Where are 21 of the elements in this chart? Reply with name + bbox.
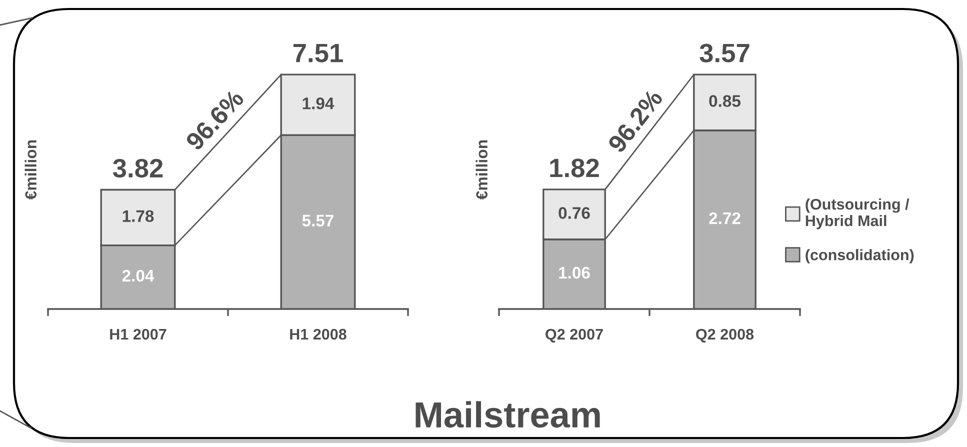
- total-label: 3.82: [112, 158, 163, 178]
- data-label: 1.78: [122, 210, 154, 222]
- x-tick-label: Q2 2007: [546, 328, 603, 343]
- total-label: 1.82: [550, 158, 599, 178]
- x-tick-label: H1 2008: [290, 328, 346, 340]
- total-label: 3.57: [700, 44, 750, 62]
- x-tick-label: Q2 2008: [696, 328, 754, 343]
- data-label: 0.76: [558, 207, 590, 219]
- text: Mailstream: [416, 401, 600, 428]
- x-tick-label: H1 2007: [110, 328, 166, 340]
- y-axis-title: €million: [476, 140, 488, 200]
- data-label: 0.85: [709, 95, 741, 107]
- y-axis-title: €million: [24, 140, 37, 200]
- data-label: 5.57: [302, 214, 334, 227]
- data-label: 1.06: [559, 266, 590, 279]
- data-label: 1.94: [302, 98, 334, 110]
- data-label: 2.04: [122, 270, 154, 282]
- total-label: 7.51: [293, 44, 343, 62]
- legend-label: (consolidation): [806, 249, 914, 264]
- legend-label: (Outsourcing / Hybrid Mail: [806, 198, 910, 230]
- data-label: 2.72: [709, 212, 740, 224]
